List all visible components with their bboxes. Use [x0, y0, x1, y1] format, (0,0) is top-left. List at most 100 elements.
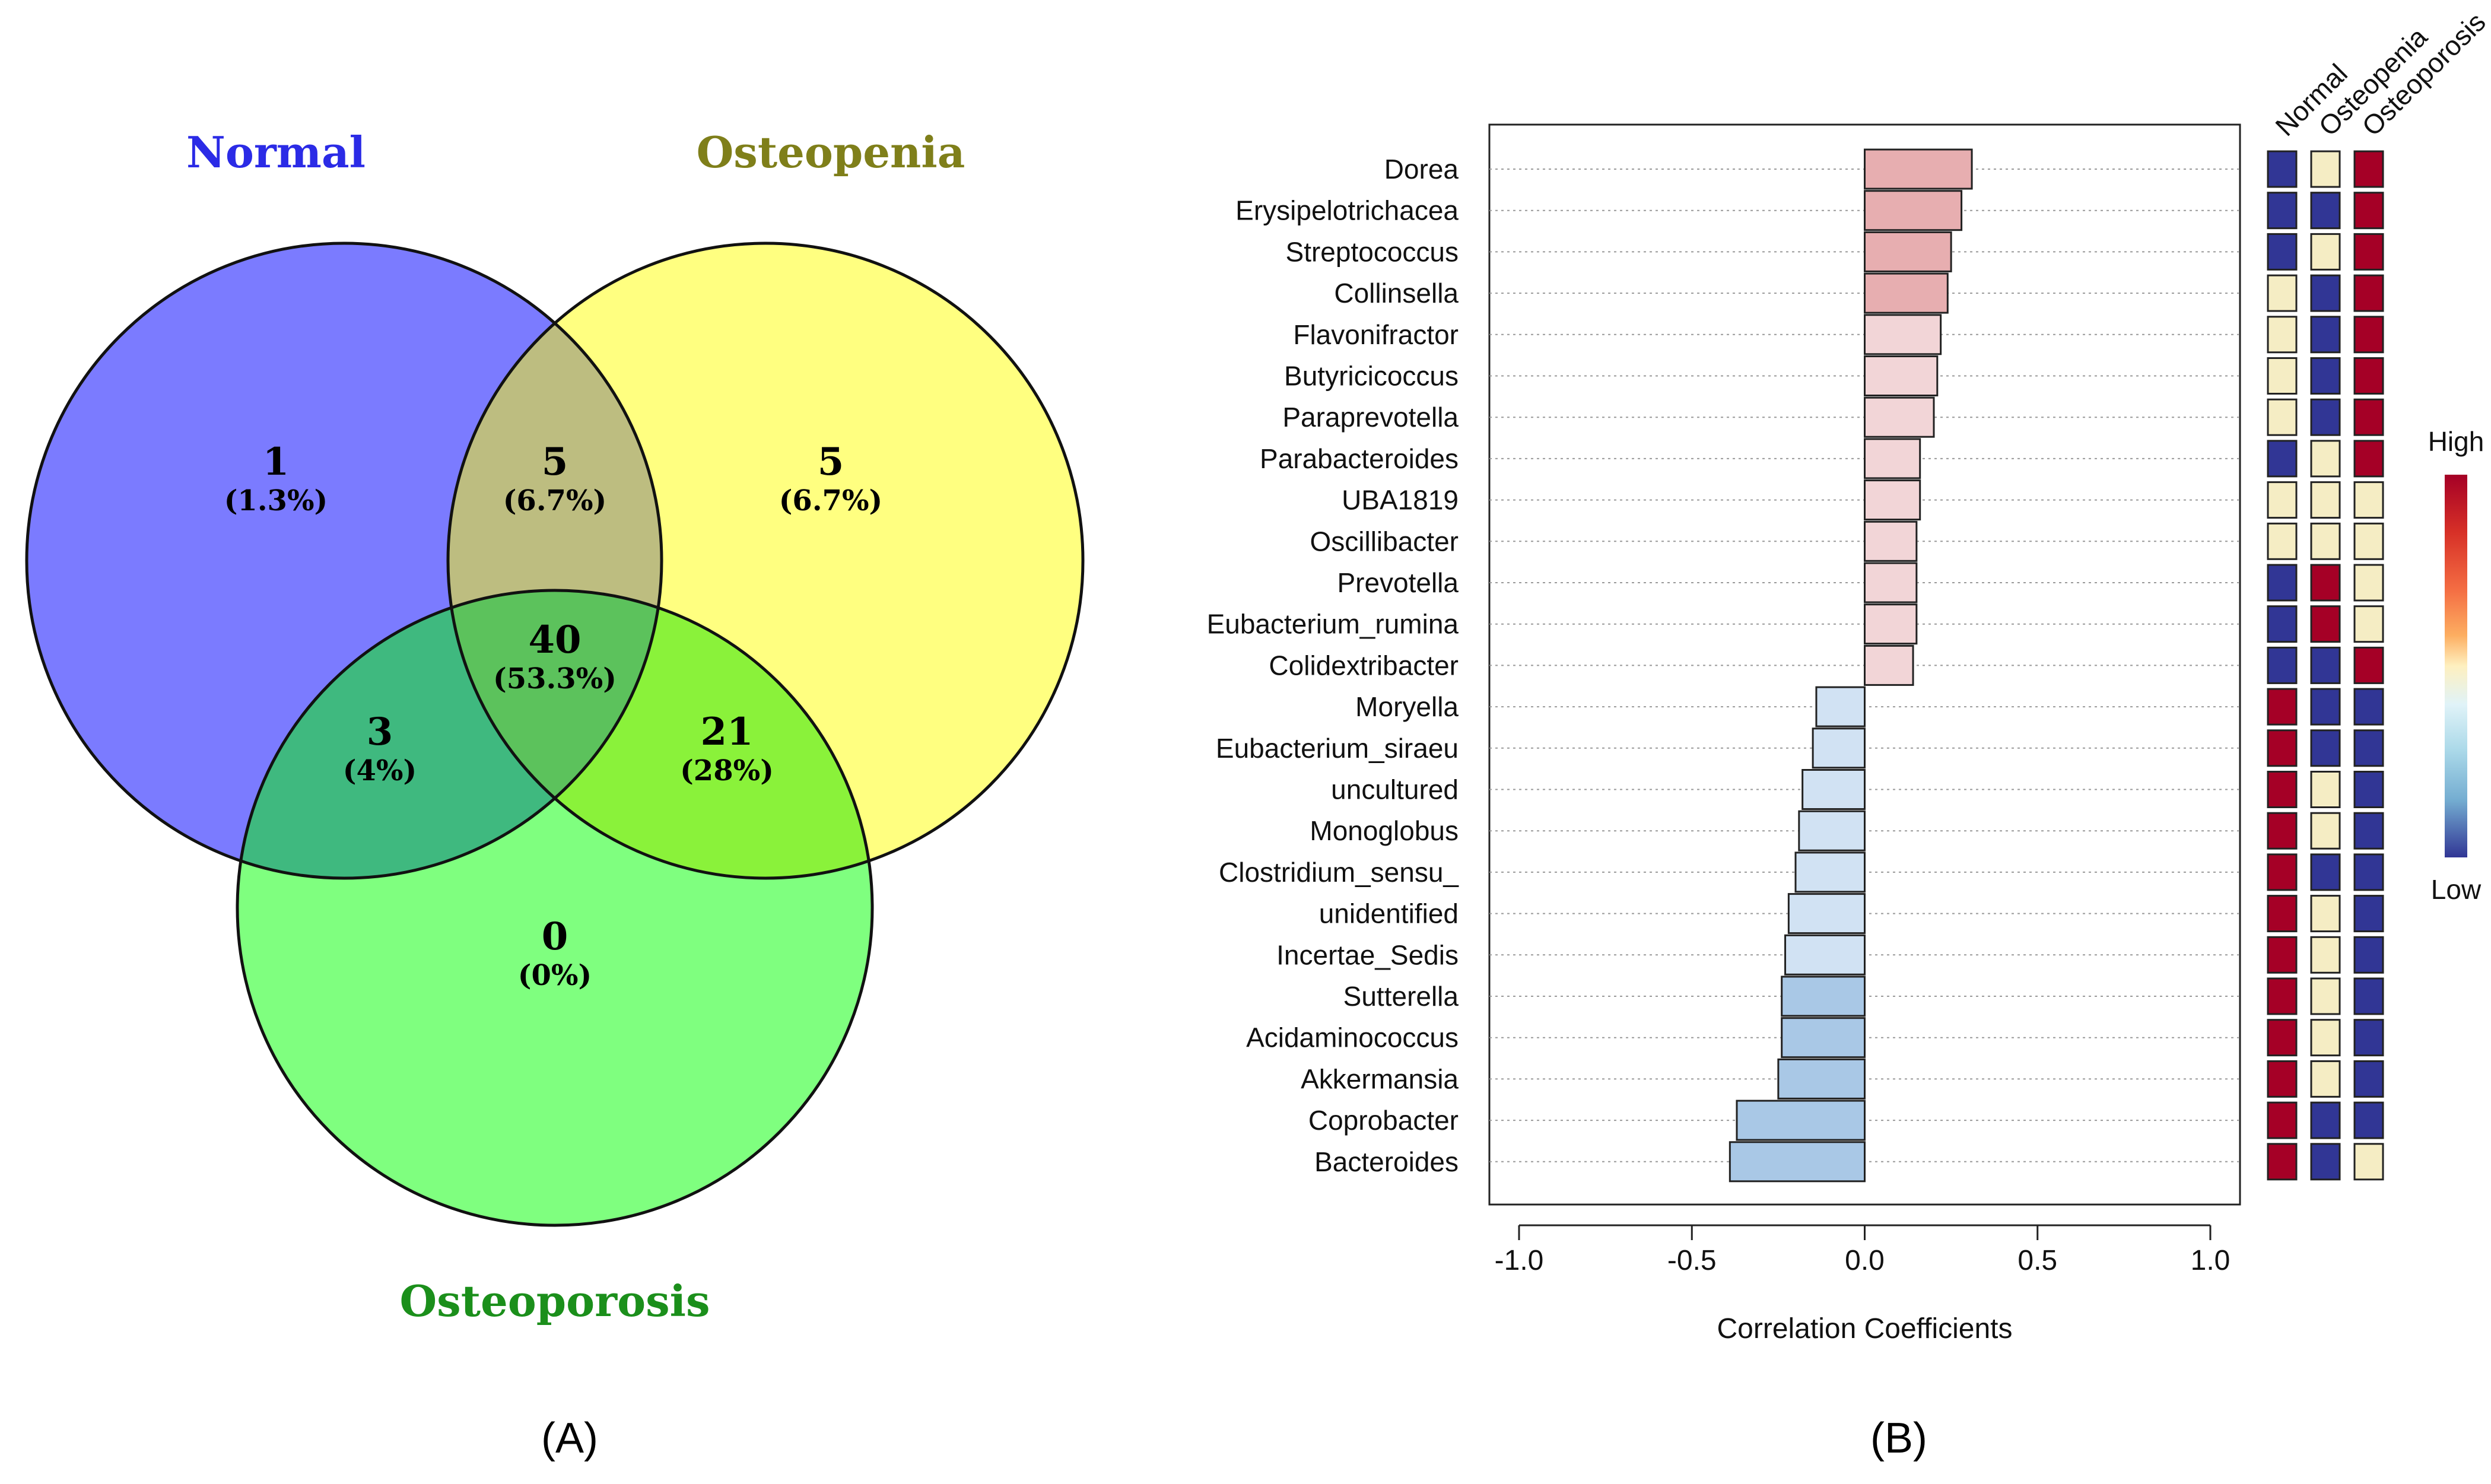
- row-label: Acidaminococcus: [1246, 1022, 1459, 1053]
- row-label: Colidextribacter: [1269, 650, 1459, 681]
- venn-outline-osteopenia: [446, 241, 1085, 880]
- heatmap-cell: [2353, 192, 2384, 230]
- venn-region-osteopenia-osteoporosis: [448, 590, 872, 878]
- heatmap-cell: [2310, 440, 2341, 478]
- x-tick-label: 0.0: [1845, 1245, 1885, 1276]
- bar-monoglobus: [1798, 810, 1866, 851]
- heatmap-cell: [2353, 729, 2384, 767]
- heatmap-cell: [2353, 481, 2384, 519]
- heatmap-cell: [2267, 440, 2298, 478]
- x-tick-label: 0.5: [2017, 1245, 2057, 1276]
- heatmap-cell: [2267, 564, 2298, 602]
- heatmap-cell: [2267, 729, 2298, 767]
- heatmap-cell: [2353, 440, 2384, 478]
- bar-acidaminococcus: [1781, 1017, 1866, 1059]
- x-tick-label: -0.5: [1667, 1245, 1717, 1276]
- heatmap-cell: [2310, 853, 2341, 891]
- heatmap-cell: [2310, 812, 2341, 850]
- heatmap-cell: [2267, 853, 2298, 891]
- heatmap-cell: [2353, 233, 2384, 271]
- venn-outline-osteoporosis: [236, 589, 874, 1227]
- bar-moryella: [1815, 686, 1866, 727]
- heatmap-cell: [2267, 936, 2298, 974]
- row-label: Collinsella: [1334, 278, 1459, 309]
- heatmap-cell: [2310, 150, 2341, 188]
- venn-count-osteopenia-only: 5: [818, 440, 844, 484]
- row-label: Streptococcus: [1286, 236, 1459, 267]
- legend-low-label: Low: [2431, 874, 2482, 905]
- heatmap-cell: [2353, 1060, 2384, 1098]
- bar-akkermansia: [1777, 1058, 1866, 1100]
- row-label: Paraprevotella: [1282, 402, 1459, 433]
- venn-diagram: 1(1.3%)5(6.7%)5(6.7%)40(53.3%)3(4%)21(28…: [25, 127, 1085, 1326]
- row-label: Coprobacter: [1308, 1105, 1459, 1136]
- bar-clostridium-sensu-: [1794, 851, 1866, 893]
- bar-sutterella: [1781, 975, 1866, 1017]
- heatmap-cell: [2310, 564, 2341, 602]
- heatmap-cell: [2353, 564, 2384, 602]
- row-label: Moryella: [1355, 691, 1459, 722]
- heatmap-cell: [2310, 481, 2341, 519]
- venn-title-normal: Normal: [186, 127, 366, 177]
- bar-unidentified: [1787, 893, 1866, 935]
- venn-count-normal-only: 1: [263, 440, 290, 484]
- heatmap-cell: [2267, 688, 2298, 726]
- heatmap-cell: [2353, 688, 2384, 726]
- heatmap-cell: [2353, 977, 2384, 1015]
- venn-count-normal-osteoporosis: 3: [367, 710, 393, 754]
- heatmap-cell: [2267, 357, 2298, 395]
- heatmap-cell: [2310, 1019, 2341, 1057]
- bar-bacteroides: [1729, 1141, 1866, 1183]
- bar-incertae-sedis: [1784, 934, 1866, 975]
- row-label: Sutterella: [1343, 981, 1459, 1012]
- x-tick-label: -1.0: [1495, 1245, 1544, 1276]
- heatmap-cell: [2267, 274, 2298, 312]
- legend-gradient-bar: [2445, 475, 2467, 857]
- heatmap-cell: [2353, 274, 2384, 312]
- bar-plot-frame: [1488, 123, 2241, 1206]
- venn-count-osteopenia-osteoporosis: 21: [700, 710, 753, 754]
- venn-percent-normal-osteoporosis: (4%): [343, 754, 417, 787]
- heatmap-cell: [2310, 1060, 2341, 1098]
- venn-count-normal-osteopenia: 5: [542, 440, 568, 484]
- panel-label-a: (A): [541, 1415, 598, 1462]
- heatmap-cell: [2353, 605, 2384, 643]
- heatmap-cell: [2310, 274, 2341, 312]
- venn-count-all-three: 40: [528, 618, 581, 662]
- heatmap-cell: [2353, 398, 2384, 436]
- heatmap-cell: [2267, 150, 2298, 188]
- heatmap-cell: [2353, 357, 2384, 395]
- row-label: Eubacterium_rumina: [1207, 609, 1459, 640]
- row-label: Oscillibacter: [1310, 526, 1459, 557]
- row-label: Clostridium_sensu_: [1219, 857, 1459, 888]
- bar-eubacterium-rumina: [1864, 603, 1918, 645]
- x-axis-label: Correlation Coefficients: [1717, 1313, 2012, 1345]
- heatmap-cell: [2353, 316, 2384, 354]
- heatmap-cell: [2267, 1101, 2298, 1139]
- heatmap-cell: [2353, 895, 2384, 933]
- bar-parabacteroides: [1864, 438, 1921, 479]
- heatmap-cell: [2353, 812, 2384, 850]
- heatmap-cell: [2353, 771, 2384, 808]
- heatmap-cell: [2310, 646, 2341, 684]
- x-tick-label: 1.0: [2191, 1245, 2231, 1276]
- row-label: Bacteroides: [1314, 1146, 1459, 1177]
- venn-percent-osteoporosis-only: (0%): [518, 959, 592, 992]
- heatmap-cell: [2267, 481, 2298, 519]
- bar-oscillibacter: [1864, 520, 1918, 562]
- panel-label-b: (B): [1870, 1415, 1927, 1462]
- bar-prevotella: [1864, 562, 1918, 603]
- heatmap-cell: [2267, 646, 2298, 684]
- heatmap-cell: [2310, 233, 2341, 271]
- heatmap-cell: [2267, 605, 2298, 643]
- venn-region-normal-osteoporosis: [237, 590, 662, 878]
- heatmap-cell: [2310, 316, 2341, 354]
- heatmap-cell: [2353, 1019, 2384, 1057]
- heatmap-cell: [2353, 853, 2384, 891]
- row-label: unidentified: [1319, 898, 1459, 929]
- venn-percent-all-three: (53.3%): [493, 662, 617, 695]
- row-label: Erysipelotrichacea: [1235, 195, 1459, 226]
- row-label: Prevotella: [1337, 567, 1459, 598]
- heatmap-cell: [2267, 895, 2298, 933]
